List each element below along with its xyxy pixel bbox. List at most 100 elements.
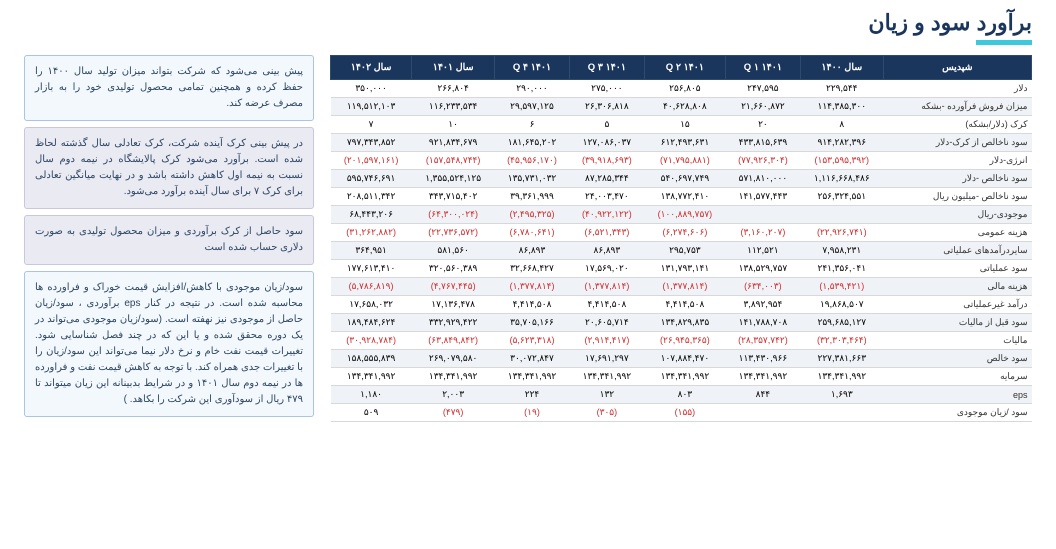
cell: ۲۵۶,۳۲۴,۵۵۱ [800,188,883,206]
cell: ۲۰,۶۰۵,۷۱۴ [569,314,644,332]
cell: ۲۶۹,۰۷۹,۵۸۰ [412,350,495,368]
col-header: شپدیس [883,56,1031,80]
cell: ۸۶,۸۹۳ [495,242,570,260]
row-label: سود قبل از مالیات [883,314,1031,332]
table-row: موجودی-ریال(۱۰۰,۸۸۹,۷۵۷)(۴۰,۹۲۲,۱۲۲)(۲,۴… [331,206,1032,224]
note-box: پیش بینی می‌شود که شرکت بتواند میزان تول… [24,55,314,121]
row-label: درآمد غیرعملیاتی [883,296,1031,314]
cell: ۱,۱۸۰ [331,386,412,404]
cell: ۱۳۴,۳۴۱,۹۹۲ [800,368,883,386]
cell: (۱,۳۷۷,۸۱۴) [644,278,725,296]
cell: ۲۹۵,۷۵۳ [644,242,725,260]
cell: ۵۹۵,۷۴۶,۶۹۱ [331,170,412,188]
table-row: سایردرآمدهای عملیاتی۷,۹۵۸,۲۳۱۱۱۲,۵۲۱۲۹۵,… [331,242,1032,260]
cell: ۲۲۷,۳۸۱,۶۶۳ [800,350,883,368]
cell: (۶۴,۳۰۰,۰۲۴) [412,206,495,224]
cell: (۲۸,۳۵۷,۷۴۲) [725,332,800,350]
cell: ۲۰۸,۵۱۱,۳۴۲ [331,188,412,206]
cell: (۶۳,۸۴۹,۸۴۲) [412,332,495,350]
cell: ۱۳۴,۳۴۱,۹۹۲ [725,368,800,386]
note-box: سود حاصل از کرک برآوردی و میزان محصول تو… [24,215,314,265]
cell: ۳۳۲,۹۲۹,۴۲۲ [412,314,495,332]
row-label: انرژی-دلار [883,152,1031,170]
cell: ۱,۶۹۳ [800,386,883,404]
cell [725,404,800,422]
cell: (۶۳۴,۰۰۳) [725,278,800,296]
row-label: مالیات [883,332,1031,350]
row-label: سود ناخالص از کرک-دلار [883,134,1031,152]
col-header: ۱۴۰۱ Q ۳ [569,56,644,80]
cell: (۲۰۱,۵۹۷,۱۶۱) [331,152,412,170]
cell [800,206,883,224]
row-label: سود ناخالص -دلار [883,170,1031,188]
cell: (۳۰۵) [569,404,644,422]
cell: ۲۹,۵۹۷,۱۲۵ [495,98,570,116]
table-row: سود خالص۲۲۷,۳۸۱,۶۶۳۱۱۳,۴۳۰,۹۶۶۱۰۷,۸۸۴,۴۷… [331,350,1032,368]
table-row: سود عملیاتی۲۴۱,۳۵۶,۰۴۱۱۳۸,۵۲۹,۷۵۷۱۳۱,۷۹۳… [331,260,1032,278]
cell: ۳۵۰,۰۰۰ [331,80,412,98]
col-header: ۱۴۰۱ Q ۴ [495,56,570,80]
cell: ۵۴۰,۶۹۷,۷۴۹ [644,170,725,188]
cell: ۷ [331,116,412,134]
cell: (۴۵,۹۵۶,۱۷۰) [495,152,570,170]
cell: (۱۰۰,۸۸۹,۷۵۷) [644,206,725,224]
table-row: درآمد غیرعملیاتی۱۹,۸۶۸,۵۰۷۳,۸۹۲,۹۵۴۴,۴۱۴… [331,296,1032,314]
cell: (۱,۵۳۹,۴۲۱) [800,278,883,296]
cell: (۱۵۵) [644,404,725,422]
cell: ۱۱۶,۲۳۳,۵۳۴ [412,98,495,116]
row-label: هزینه مالی [883,278,1031,296]
cell: ۱۳۴,۳۴۱,۹۹۲ [495,368,570,386]
cell: ۶ [495,116,570,134]
row-label: کرک (دلار/بشکه) [883,116,1031,134]
cell: (۱,۳۷۷,۸۱۴) [495,278,570,296]
cell: ۴,۴۱۴,۵۰۸ [495,296,570,314]
cell: ۱۰۷,۸۸۴,۴۷۰ [644,350,725,368]
cell: ۱۳۲ [569,386,644,404]
col-header: سال ۱۴۰۱ [412,56,495,80]
row-label: میزان فروش فرآورده -بشکه [883,98,1031,116]
cell: ۱۲۷,۰۸۶,۰۳۷ [569,134,644,152]
cell [725,206,800,224]
note-box: سود/زیان موجودی با کاهش/افزایش قیمت خورا… [24,271,314,417]
cell: (۱۹) [495,404,570,422]
cell: (۷۷,۹۲۶,۳۰۴) [725,152,800,170]
cell: (۱۵۷,۵۴۸,۷۴۴) [412,152,495,170]
cell: ۸۷,۲۸۵,۳۴۴ [569,170,644,188]
cell: ۱۴۱,۵۷۷,۴۴۳ [725,188,800,206]
cell: ۱۳۴,۳۴۱,۹۹۲ [569,368,644,386]
cell: ۱۹,۸۶۸,۵۰۷ [800,296,883,314]
cell: ۳۶۴,۹۵۱ [331,242,412,260]
cell: ۲۵۹,۶۸۵,۱۲۷ [800,314,883,332]
cell: ۱۳۸,۵۲۹,۷۵۷ [725,260,800,278]
cell: ۱۷,۶۹۱,۲۹۷ [569,350,644,368]
cell: (۳۱,۲۶۲,۸۸۲) [331,224,412,242]
cell: (۳۰,۹۲۸,۷۸۴) [331,332,412,350]
cell: ۳۹,۳۶۱,۹۹۹ [495,188,570,206]
cell: (۵,۷۸۶,۸۱۹) [331,278,412,296]
cell: ۱۳۴,۸۲۹,۸۳۵ [644,314,725,332]
cell: ۱۸۱,۶۴۵,۲۰۲ [495,134,570,152]
row-label: سود عملیاتی [883,260,1031,278]
cell: ۶۸,۴۴۳,۲۰۶ [331,206,412,224]
cell: ۲,۰۰۳ [412,386,495,404]
cell: ۱۱۲,۵۲۱ [725,242,800,260]
table-row: کرک (دلار/بشکه)۸۲۰۱۵۵۶۱۰۷ [331,116,1032,134]
cell: ۲۴۱,۳۵۶,۰۴۱ [800,260,883,278]
cell: ۲۶,۳۰۶,۸۱۸ [569,98,644,116]
cell: ۱۳۴,۳۴۱,۹۹۲ [644,368,725,386]
cell: ۱۳۵,۷۳۱,۰۳۲ [495,170,570,188]
cell: ۱۷,۶۵۸,۰۳۲ [331,296,412,314]
cell: ۲۶۶,۸۰۴ [412,80,495,98]
cell: ۸۶,۸۹۳ [569,242,644,260]
row-label: سود ناخالص -میلیون ریال [883,188,1031,206]
cell: (۲۲,۹۲۶,۷۴۱) [800,224,883,242]
cell: ۱۷,۱۳۶,۴۷۸ [412,296,495,314]
cell: ۲۷۵,۰۰۰ [569,80,644,98]
cell: ۲۹۰,۰۰۰ [495,80,570,98]
table-row: سود ناخالص -میلیون ریال۲۵۶,۳۲۴,۵۵۱۱۴۱,۵۷… [331,188,1032,206]
cell: ۱۱۴,۳۸۵,۳۰۰ [800,98,883,116]
cell: ۲۰ [725,116,800,134]
cell: (۳,۱۶۰,۲۰۷) [725,224,800,242]
table-row: میزان فروش فرآورده -بشکه۱۱۴,۳۸۵,۳۰۰۲۱,۶۶… [331,98,1032,116]
col-header: سال ۱۴۰۰ [800,56,883,80]
